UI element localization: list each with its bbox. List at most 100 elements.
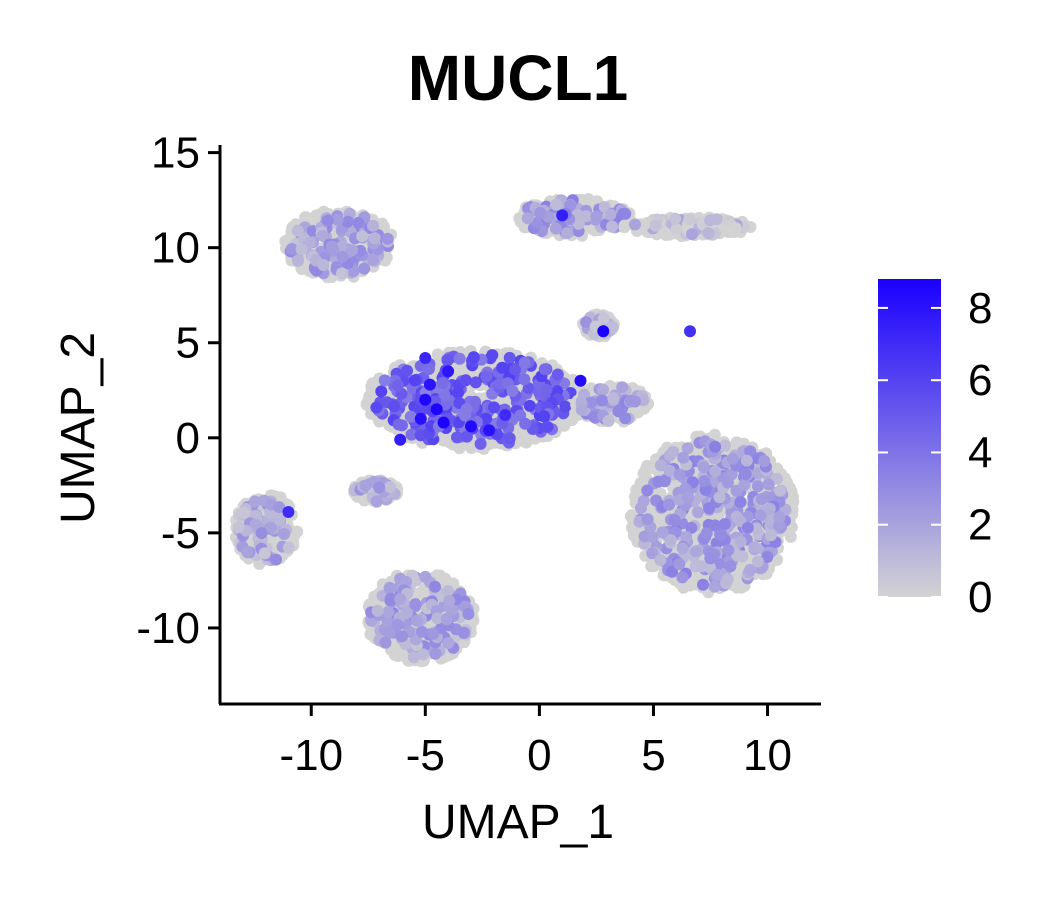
cell-point	[722, 544, 735, 557]
cell-point	[383, 481, 396, 493]
cell-point	[618, 221, 631, 234]
cell-point	[460, 430, 473, 443]
cell-point	[457, 626, 470, 639]
cell-point	[258, 547, 271, 560]
cell-point	[646, 531, 659, 544]
cell-point	[241, 546, 254, 559]
cell-point	[635, 502, 647, 514]
cell-point	[597, 325, 610, 338]
cell-point	[367, 253, 380, 266]
cell-point	[419, 570, 432, 583]
cell-point	[503, 432, 516, 445]
cell-point	[735, 581, 748, 594]
cell-point	[407, 651, 420, 664]
cell-point	[419, 393, 432, 406]
cell-point	[604, 208, 617, 221]
cell-point	[381, 232, 394, 245]
cell-point	[453, 352, 466, 365]
cell-point	[409, 574, 422, 587]
cell-point	[734, 496, 747, 509]
cell-point	[612, 405, 625, 418]
cell-point	[713, 491, 726, 504]
cell-point	[682, 491, 695, 504]
cell-point	[467, 351, 480, 364]
cell-point	[474, 437, 487, 450]
cell-point	[761, 551, 774, 563]
cell-point	[232, 521, 245, 534]
cell-point	[744, 564, 757, 576]
y-tick-label: 15	[151, 129, 200, 178]
cell-point	[534, 207, 547, 219]
cell-point	[404, 410, 417, 423]
cell-point	[637, 219, 650, 232]
cell-point	[596, 394, 608, 407]
cell-point	[763, 502, 776, 515]
cell-point	[465, 420, 477, 433]
cell-point	[659, 227, 672, 240]
cell-point	[531, 216, 544, 229]
y-tick-label: -10	[136, 604, 200, 653]
cell-point	[273, 501, 286, 514]
cell-point	[384, 592, 397, 605]
x-ticks: -10 -5 0 5 10	[279, 704, 792, 780]
cell-point	[607, 392, 620, 404]
cell-point	[673, 558, 686, 571]
axes	[218, 145, 821, 706]
cell-point	[550, 198, 562, 211]
cell-point	[270, 553, 282, 566]
x-tick-label: -10	[279, 731, 343, 780]
cell-point	[538, 363, 551, 376]
cell-point	[724, 560, 737, 573]
cell-point	[496, 361, 509, 374]
cell-point	[336, 240, 349, 253]
cell-point	[316, 229, 329, 242]
cell-point	[751, 555, 764, 568]
colorbar-tick-label: 8	[968, 284, 992, 333]
cell-point	[394, 593, 407, 605]
cell-point	[285, 243, 298, 255]
cell-point	[523, 399, 536, 412]
cell-point	[697, 578, 709, 591]
cell-point	[249, 495, 261, 508]
cell-point	[755, 493, 768, 505]
cell-point	[383, 626, 396, 639]
cell-point	[685, 521, 698, 534]
cell-point	[292, 254, 304, 267]
y-axis-title: UMAP_2	[52, 332, 105, 524]
cell-point	[519, 417, 532, 430]
cell-point	[431, 348, 444, 361]
cell-point	[708, 580, 721, 593]
cell-point	[704, 552, 717, 565]
cell-point	[391, 379, 404, 392]
cell-point	[628, 528, 641, 541]
cell-point	[722, 225, 734, 238]
cell-point	[273, 513, 286, 526]
cell-point	[341, 215, 354, 228]
y-ticks: -10 -5 0 5 10 15	[136, 129, 220, 653]
cell-point	[709, 440, 722, 453]
cell-point	[460, 403, 473, 416]
cell-point	[506, 384, 519, 397]
cell-point	[379, 636, 392, 649]
cell-point	[499, 409, 512, 421]
cell-point	[751, 480, 764, 493]
cell-point	[680, 530, 693, 543]
cell-point	[698, 475, 711, 487]
x-tick-label: -5	[406, 731, 445, 780]
cell-point	[668, 514, 681, 527]
cell-point	[762, 478, 775, 491]
cell-point	[718, 518, 731, 530]
cell-point	[719, 439, 731, 452]
cell-point	[388, 400, 401, 413]
cell-point	[676, 542, 689, 555]
cell-point	[709, 519, 722, 532]
cell-point	[429, 647, 442, 660]
cell-point	[336, 267, 348, 280]
cell-point	[373, 481, 386, 494]
cell-point	[697, 461, 710, 474]
cell-point	[430, 403, 443, 416]
cell-point	[378, 374, 391, 387]
cell-point	[580, 316, 593, 329]
cell-point	[692, 506, 704, 519]
